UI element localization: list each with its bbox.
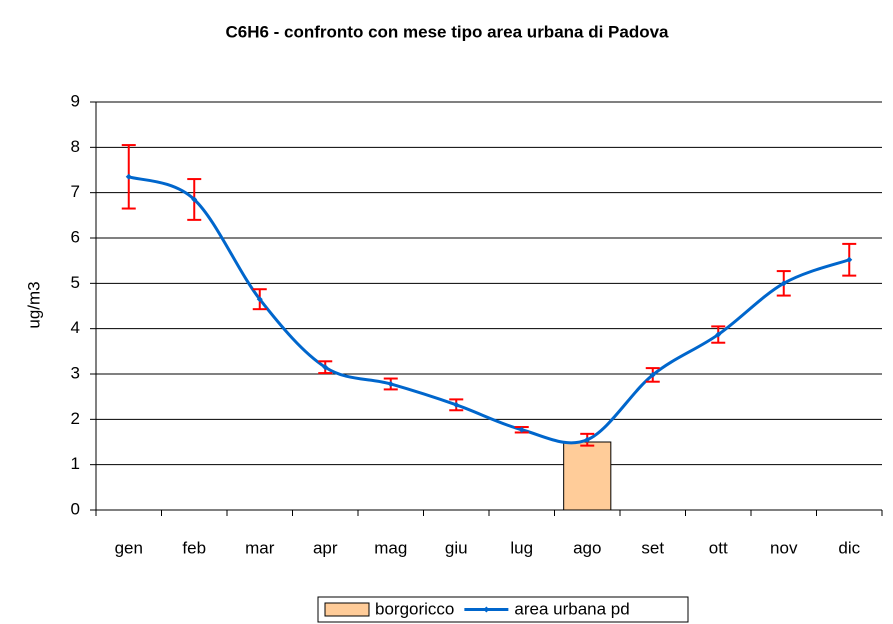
legend-label: area urbana pd (514, 599, 629, 618)
marker (453, 401, 460, 408)
chart-title: C6H6 - confronto con mese tipo area urba… (225, 22, 669, 41)
x-tick-label: set (641, 538, 664, 557)
y-tick-label: 0 (71, 499, 80, 518)
x-tick-label: ago (573, 538, 601, 557)
marker (649, 371, 656, 378)
bar (563, 441, 612, 511)
marker (191, 196, 198, 203)
y-tick-label: 2 (71, 409, 80, 428)
x-tick-label: dic (838, 538, 860, 557)
legend-marker (483, 606, 490, 613)
y-tick-label: 1 (71, 454, 80, 473)
line (128, 175, 850, 445)
x-tick-label: lug (510, 538, 533, 557)
marker (584, 436, 591, 443)
marker (518, 426, 525, 433)
marker (780, 280, 787, 287)
y-tick-label: 9 (71, 91, 80, 110)
x-tick-label: nov (770, 538, 798, 557)
x-tick-label: gen (115, 538, 143, 557)
marker (256, 296, 263, 303)
marker (387, 380, 394, 387)
y-tick-label: 4 (71, 318, 80, 337)
y-tick-label: 6 (71, 227, 80, 246)
x-tick-label: feb (182, 538, 206, 557)
legend-box (317, 596, 689, 623)
y-tick-label: 3 (71, 363, 80, 382)
marker (125, 173, 132, 180)
marker (322, 364, 329, 371)
y-axis-label: ug/m3 (24, 281, 43, 328)
marker (846, 256, 853, 263)
y-tick-label: 8 (71, 137, 80, 156)
x-tick-label: mar (245, 538, 275, 557)
legend-swatch (324, 602, 370, 617)
marker (715, 331, 722, 338)
x-tick-label: ott (709, 538, 728, 557)
legend-label: borgoricco (375, 599, 454, 618)
x-tick-label: mag (374, 538, 407, 557)
y-tick-label: 7 (71, 182, 80, 201)
x-tick-label: giu (445, 538, 468, 557)
y-tick-label: 5 (71, 273, 80, 292)
x-tick-label: apr (313, 538, 338, 557)
